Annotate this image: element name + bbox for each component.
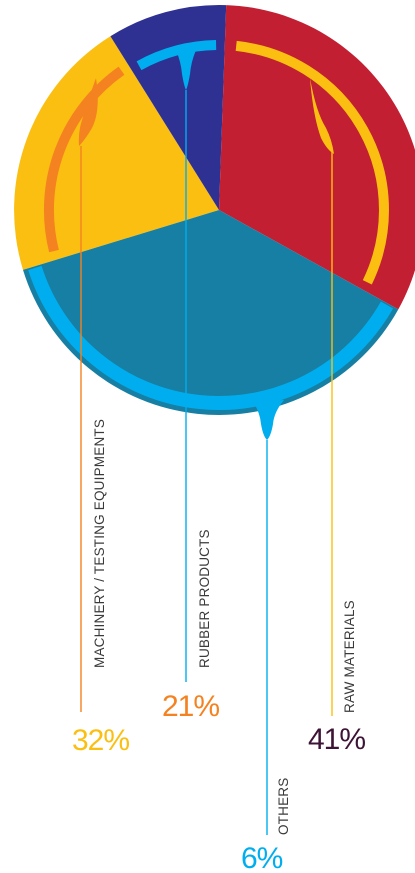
category-label-rubber: RUBBER PRODUCTS [197, 529, 212, 668]
category-label-raw: RAW MATERIALS [342, 600, 357, 713]
pie-rings [28, 40, 394, 440]
category-label-machinery: MACHINERY / TESTING EQUIPMENTS [92, 419, 107, 668]
ring-machinery [43, 66, 125, 253]
leader-lines [80, 90, 333, 835]
slice-rubber [110, 4, 227, 210]
slice-others [23, 210, 399, 415]
slice-raw [219, 5, 415, 310]
slice-machinery [14, 36, 220, 270]
ring-others [28, 265, 394, 411]
pie-slices [14, 4, 415, 415]
drip-raw [310, 78, 334, 154]
value-label-machinery: 32% [72, 724, 129, 757]
drip-rubber [176, 50, 196, 90]
drip-machinery [78, 78, 98, 146]
value-label-others: 6% [241, 842, 283, 873]
drip-others [252, 400, 284, 440]
ring-raw [235, 40, 389, 285]
category-label-others: OTHERS [276, 778, 291, 835]
value-label-raw: 41% [308, 723, 365, 756]
value-label-rubber: 21% [162, 690, 219, 723]
